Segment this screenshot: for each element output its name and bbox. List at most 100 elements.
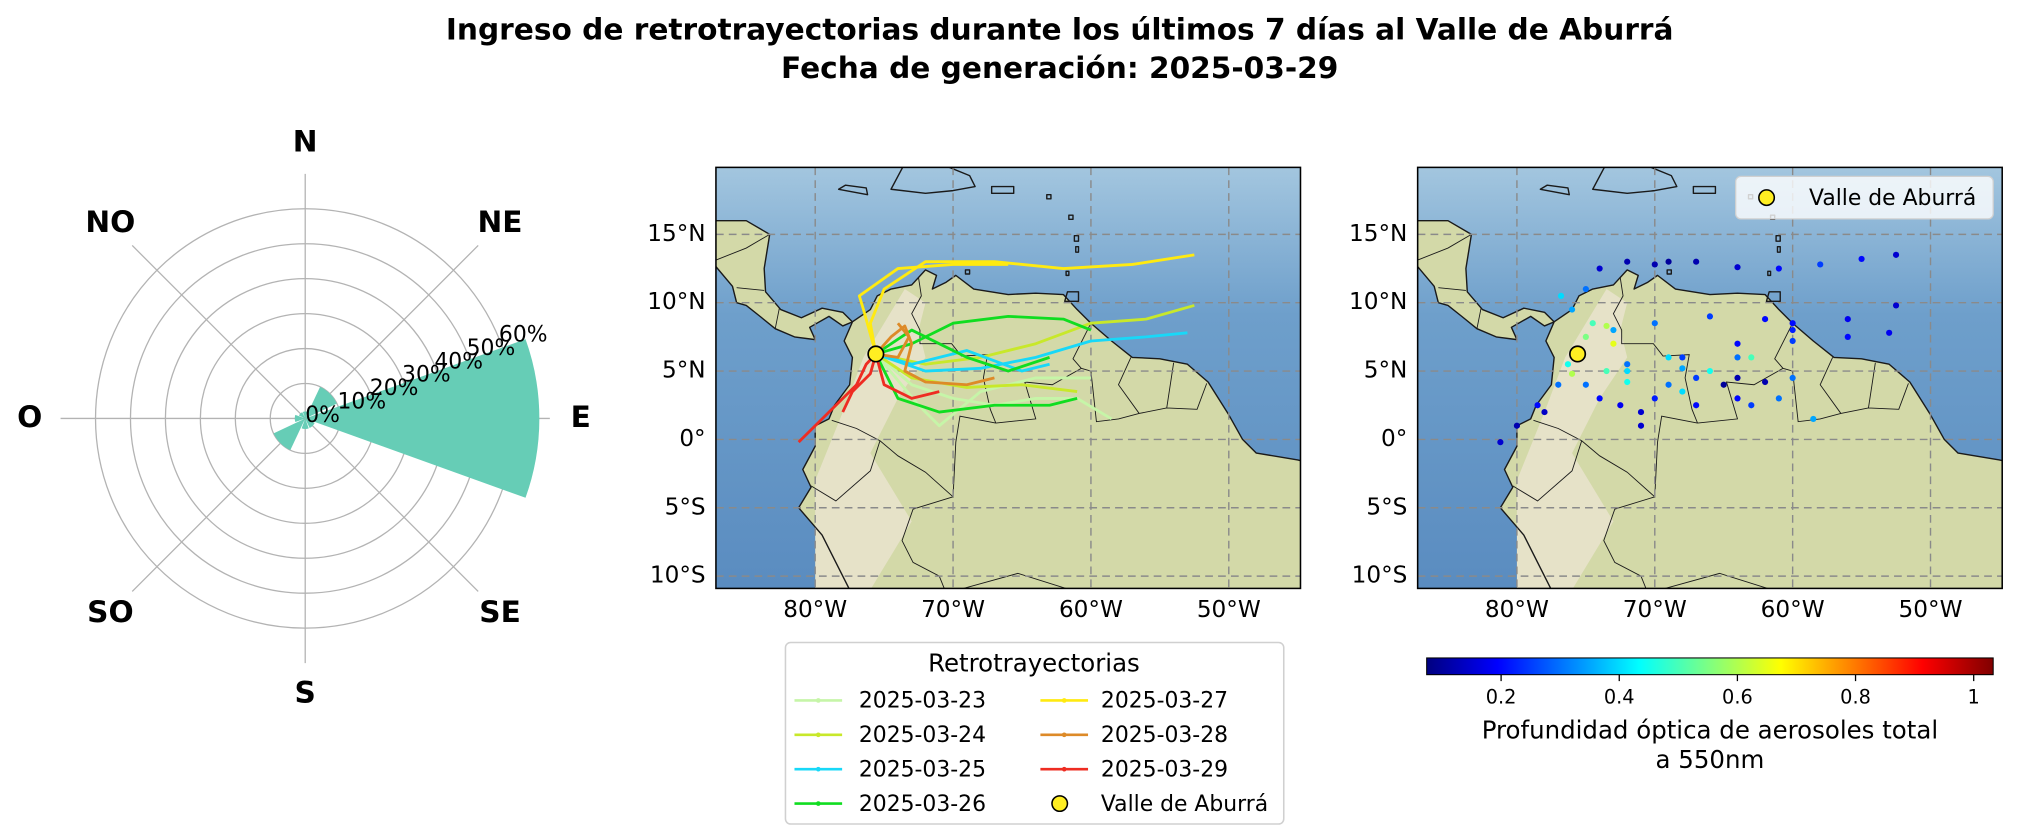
trajectory-map: 80°W 70°W 60°W 50°W 15°N 10°N 5°N 0° 5°S 10°S: [647, 166, 1302, 623]
plot-layer: [715, 167, 1301, 589]
aod-point: [1886, 329, 1893, 336]
direction-label: O: [17, 400, 42, 434]
aod-point: [1679, 388, 1686, 395]
x-tick-label: 80°W: [783, 596, 847, 623]
y-tick-label: 15°N: [647, 220, 705, 247]
map-area: [1417, 167, 2003, 589]
aod-point: [1734, 354, 1741, 361]
direction-label: S: [295, 675, 316, 709]
aod-point: [1555, 381, 1562, 388]
trajectory: [797, 353, 877, 444]
aod-map: 80°W 70°W 60°W 50°W 15°N 10°N 5°N 0° 5°S 10°S Vall…: [1349, 166, 2003, 623]
aod-point: [1624, 258, 1631, 265]
trajectory: [841, 353, 878, 413]
y-tick-label: 5°N: [1364, 357, 1408, 384]
legend-dot: [815, 766, 821, 772]
aod-point: [1582, 381, 1589, 388]
bar: [298, 412, 306, 419]
aod-point: [1693, 374, 1700, 381]
wind-rose: N NE E SE S SO O NO 0%10%20%30%40%50%60%: [17, 124, 591, 709]
legend-label: 2025-03-29: [1101, 757, 1228, 782]
bar: [305, 339, 540, 498]
aod-point: [1748, 354, 1755, 361]
legend-title: Retrotrayectorias: [928, 648, 1140, 677]
aod-point: [1582, 333, 1589, 340]
aod-point: [1665, 258, 1672, 265]
aod-point: [1665, 354, 1672, 361]
bar: [301, 418, 309, 429]
origin-point: [867, 345, 885, 363]
map-frame: [715, 166, 1302, 590]
x-tick-label: 70°W: [1623, 596, 1687, 623]
x-tick-label: 70°W: [921, 596, 985, 623]
aod-point: [1679, 354, 1686, 361]
x-tick-label: 50°W: [1899, 596, 1963, 623]
aod-point: [1789, 337, 1796, 345]
x-tick-label: 50°W: [1197, 596, 1261, 623]
aod-point: [1534, 402, 1541, 409]
map-area: [715, 167, 1301, 589]
direction-label: SE: [479, 595, 521, 629]
y-tick-label: 15°N: [1349, 220, 1407, 247]
aod-point: [1892, 302, 1900, 309]
colorbar-tick-label: 0.2: [1486, 685, 1517, 708]
aod-point: [1706, 313, 1714, 320]
aod-point: [1734, 374, 1741, 381]
colorbar-tick-label: 0.6: [1722, 685, 1753, 708]
y-tick-label: 10°S: [1352, 562, 1408, 589]
x-tick-label: 60°W: [1059, 596, 1123, 623]
legend-dot: [1061, 732, 1067, 738]
bar: [294, 414, 306, 423]
legend-marker: [1051, 795, 1069, 813]
aod-point: [1624, 378, 1631, 386]
aod-point: [1720, 381, 1727, 388]
aod-point: [1624, 367, 1631, 375]
figure-subtitle: Fecha de generación: 2025-03-29: [781, 51, 1338, 85]
aod-point: [1603, 367, 1610, 375]
bar: [302, 411, 308, 419]
legend-label: 2025-03-24: [859, 723, 986, 748]
aod-point: [1568, 370, 1576, 377]
aod-point: [1706, 367, 1714, 375]
origin-point: [1569, 345, 1587, 363]
aod-point: [1789, 320, 1796, 327]
x-tick-label: 60°W: [1761, 596, 1825, 623]
trajectory: [875, 328, 1051, 373]
legend-label: Valle de Aburrá: [1809, 186, 1976, 211]
spoke: [131, 417, 306, 592]
trajectory: [875, 304, 1195, 366]
plot-layer: [1417, 167, 2003, 589]
trajectory: [874, 353, 940, 400]
figure-title: Ingreso de retrotrayectorias durante los…: [446, 12, 1674, 46]
aod-point: [1497, 439, 1504, 446]
bar: [305, 386, 337, 419]
aod-point: [1617, 402, 1624, 409]
trajectory: [874, 324, 995, 387]
aod-point: [1761, 316, 1769, 323]
aod-point: [1748, 402, 1755, 409]
legend-label: 2025-03-25: [859, 757, 986, 782]
aod-point: [1651, 320, 1658, 327]
colorbar-tick-label: 0.8: [1840, 685, 1871, 708]
radial-tick-label: 60%: [499, 323, 548, 348]
y-tick-label: 10°N: [647, 288, 705, 315]
tick-layer: 80°W 70°W 60°W 50°W 15°N 10°N 5°N 0° 5°S 10°S: [647, 220, 1261, 623]
direction-label: N: [293, 124, 318, 158]
aod-point: [1789, 374, 1796, 381]
y-tick-label: 10°N: [1349, 288, 1407, 315]
legend-dot: [1061, 698, 1067, 703]
colorbar: Profundidad óptica de aerosoles total a …: [1426, 657, 1994, 774]
map-frame: [1416, 166, 2003, 590]
colorbar-tick-label: 0.4: [1604, 685, 1635, 708]
aod-point: [1734, 264, 1741, 271]
aod-point: [1637, 408, 1645, 416]
aod-point: [1610, 340, 1617, 347]
radial-tick-label: 40%: [434, 349, 483, 374]
trajectory: [875, 331, 1188, 373]
aod-point: [1844, 316, 1851, 323]
aod-point: [1513, 422, 1521, 429]
aod-point: [1693, 402, 1700, 409]
aod-point: [1775, 395, 1782, 402]
aod-point: [1734, 340, 1741, 347]
